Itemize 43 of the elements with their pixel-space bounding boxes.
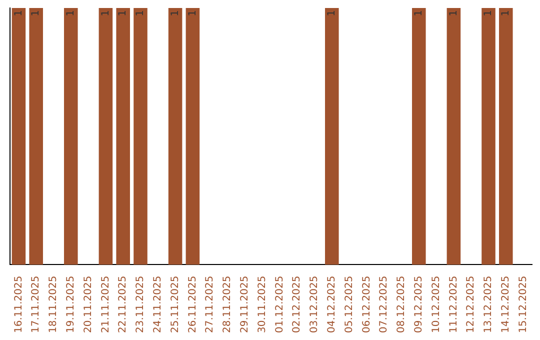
x-tick-label: 12.12.2025 <box>466 276 477 334</box>
x-tick-label: 16.11.2025 <box>13 276 24 334</box>
x-tick-label: 21.11.2025 <box>100 276 112 334</box>
x-tick-label: 30.11.2025 <box>256 276 268 334</box>
x-tick-label: 15.12.2025 <box>518 276 529 334</box>
x-tick-label: 13.12.2025 <box>483 276 494 334</box>
data-label: 1 <box>326 10 338 16</box>
x-tick-label: 01.12.2025 <box>274 276 286 334</box>
data-label: 1 <box>13 10 24 16</box>
x-tick-label: 23.11.2025 <box>135 276 146 334</box>
data-label: 1 <box>65 10 76 16</box>
data-label: 1 <box>30 10 42 16</box>
data-label: 1 <box>118 10 129 16</box>
x-tick-label: 03.12.2025 <box>309 276 320 334</box>
data-label: 1 <box>100 10 112 16</box>
data-label: 1 <box>187 10 198 16</box>
data-label: 1 <box>500 10 512 16</box>
data-label: 1 <box>170 10 181 16</box>
x-tick-label: 20.11.2025 <box>82 276 94 334</box>
x-tick-label: 28.11.2025 <box>222 276 234 334</box>
x-tick-label: 22.11.2025 <box>118 276 129 334</box>
data-label: 1 <box>448 10 460 16</box>
x-tick-label: 19.11.2025 <box>65 276 76 334</box>
x-tick-label: 11.12.2025 <box>448 276 460 334</box>
x-tick-label: 05.12.2025 <box>344 276 355 334</box>
x-tick-label: 29.11.2025 <box>239 276 250 334</box>
x-tick-label: 25.11.2025 <box>170 276 181 334</box>
data-label: 1 <box>483 10 494 16</box>
x-tick-label: 07.12.2025 <box>378 276 390 334</box>
x-tick-label: 24.11.2025 <box>152 276 164 334</box>
x-tick-label: 09.12.2025 <box>413 276 424 334</box>
x-tick-label: 10.12.2025 <box>430 276 442 334</box>
x-tick-label: 06.12.2025 <box>361 276 372 334</box>
x-tick-label: 08.12.2025 <box>396 276 408 334</box>
data-label: 1 <box>135 10 146 16</box>
x-tick-label: 17.11.2025 <box>30 276 42 334</box>
x-tick-label: 27.11.2025 <box>204 276 216 334</box>
x-tick-label: 02.12.2025 <box>292 276 303 334</box>
x-tick-label: 14.12.2025 <box>500 276 512 334</box>
x-tick-label: 04.12.2025 <box>326 276 338 334</box>
x-tick-label: 18.11.2025 <box>48 276 60 334</box>
data-label: 1 <box>413 10 424 16</box>
x-tick-label: 26.11.2025 <box>187 276 198 334</box>
